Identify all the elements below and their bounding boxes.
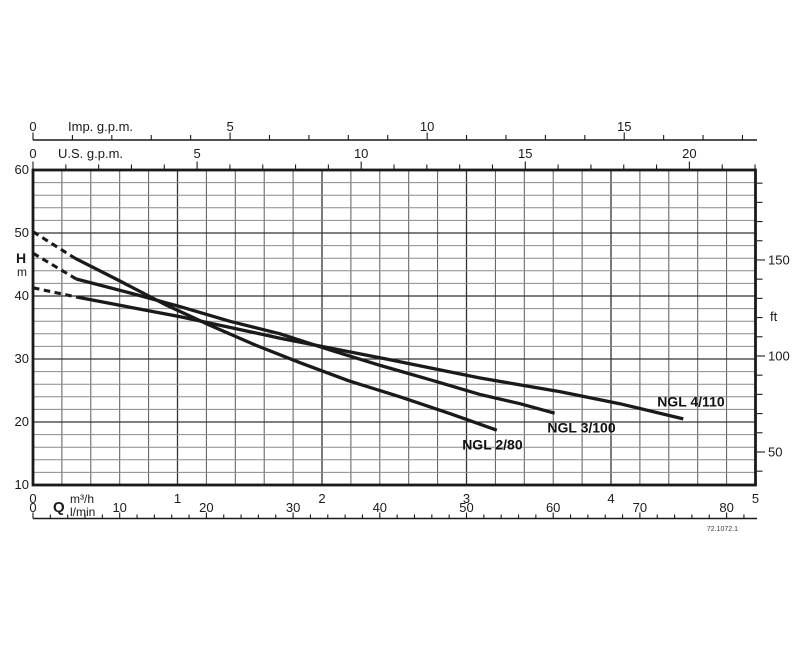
- us-gpm-tick-label: 15: [518, 146, 532, 161]
- lmin-tick-label: 60: [546, 500, 560, 515]
- curve-label-ngl-4-110: NGL 4/110: [657, 393, 725, 409]
- curve-label-ngl-3-100: NGL 3/100: [547, 420, 615, 436]
- us-gpm-tick-label: 5: [193, 146, 200, 161]
- m3h-tick-label: 0: [29, 491, 36, 506]
- us-gpm-axis-title: U.S. g.p.m.: [58, 146, 123, 161]
- us-gpm-tick-label: 20: [682, 146, 696, 161]
- lmin-tick-label: 30: [286, 500, 300, 515]
- curve-solid-ngl-4-110: [77, 295, 684, 421]
- head-ft-tick-label: 150: [768, 252, 790, 267]
- us-gpm-tick-label: 10: [354, 146, 368, 161]
- pump-curves: NGL 2/80 NGL 3/100 NGL 4/110: [32, 230, 725, 453]
- curve-solid-ngl-3-100: [75, 277, 556, 415]
- lmin-tick-label: 80: [719, 500, 733, 515]
- lmin-tick-label: 0: [29, 500, 36, 515]
- head-m-tick-label: 60: [15, 162, 29, 177]
- imp-gpm-tick-label: 0: [29, 119, 36, 134]
- m3h-tick-label: 3: [463, 491, 470, 506]
- m3h-tick-label: 5: [752, 491, 759, 506]
- curve-solid-ngl-2-80: [74, 256, 498, 432]
- m3h-tick-label: 2: [318, 491, 325, 506]
- head-m-tick-label: 10: [15, 477, 29, 492]
- plot-frame: [31, 168, 757, 487]
- lmin-tick-label: 70: [633, 500, 647, 515]
- head-m-tick-label: 20: [15, 414, 29, 429]
- lmin-tick-label: 40: [373, 500, 387, 515]
- imp-gpm-tick-label: 5: [226, 119, 233, 134]
- head-m-tick-label: 30: [15, 351, 29, 366]
- flow-axis-unit-lmin: l/min: [70, 505, 95, 519]
- head-ft-tick-label: 50: [768, 444, 782, 459]
- curve-label-ngl-2-80: NGL 2/80: [462, 437, 523, 453]
- grid-lines: [33, 170, 756, 485]
- imp-gpm-axis-title: Imp. g.p.m.: [68, 119, 133, 134]
- axis-titles: Imp. g.p.m. U.S. g.p.m. H m ft Q m³/h l/…: [16, 119, 778, 533]
- head-axis-unit-m: m: [17, 265, 27, 279]
- imp-gpm-tick-label: 10: [420, 119, 434, 134]
- head-m-tick-label: 40: [15, 288, 29, 303]
- head-ft-tick-label: 100: [768, 348, 790, 363]
- head-m-tick-label: 50: [15, 225, 29, 240]
- head-axis-unit-ft: ft: [770, 309, 778, 324]
- m3h-tick-label: 1: [174, 491, 181, 506]
- head-axis-title-H: H: [16, 250, 26, 266]
- imp-gpm-tick-label: 15: [617, 119, 631, 134]
- lmin-tick-label: 10: [112, 500, 126, 515]
- curve-dashed-ngl-4-110: [32, 286, 79, 299]
- drawing-code-footnote: 72.1072.1: [707, 526, 738, 533]
- flow-axis-title-Q: Q: [53, 499, 65, 516]
- curve-dashed-ngl-2-80: [32, 230, 76, 260]
- lmin-tick-label: 50: [459, 500, 473, 515]
- curve-dashed-ngl-3-100: [32, 251, 78, 281]
- lmin-tick-label: 20: [199, 500, 213, 515]
- m3h-tick-label: 4: [607, 491, 614, 506]
- plot-frame-border: [31, 168, 757, 487]
- flow-axis-unit-m3h: m³/h: [70, 492, 94, 506]
- axis-ticks-and-numbers: 0 5 10 150 5 10 15 200 1 2 3 4 510 20 30 40 50 60 70 800605…: [15, 119, 790, 520]
- us-gpm-tick-label: 0: [29, 146, 36, 161]
